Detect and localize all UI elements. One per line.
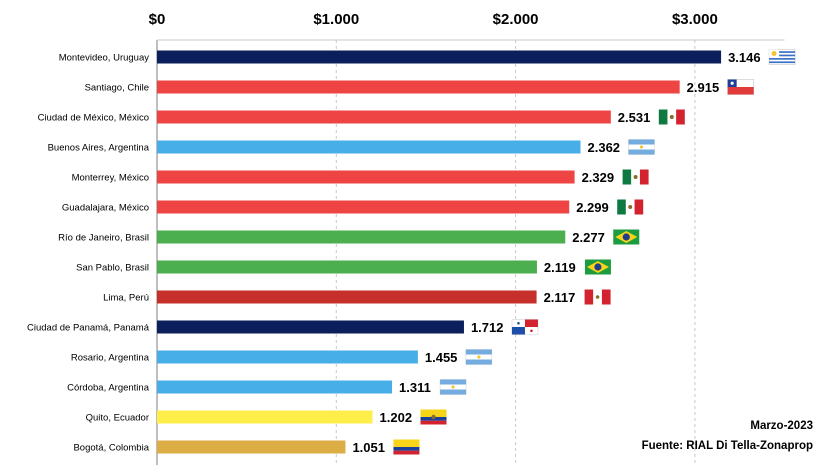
data-label: 2.531 — [618, 110, 651, 125]
data-label: 2.299 — [576, 200, 609, 215]
category-label: Buenos Aires, Argentina — [48, 143, 150, 154]
bar — [157, 380, 393, 394]
bar — [157, 80, 680, 94]
x-tick-label: $3.000 — [672, 11, 718, 28]
bar — [157, 410, 373, 424]
ecuador-flag — [420, 409, 447, 425]
bar — [157, 440, 346, 454]
category-label: Córdoba, Argentina — [67, 383, 150, 394]
data-label: 1.202 — [380, 410, 413, 425]
category-label: Ciudad de Panamá, Panamá — [27, 323, 150, 334]
category-label: Monterrey, México — [72, 173, 149, 184]
bar — [157, 50, 722, 64]
category-label: Montevideo, Uruguay — [59, 53, 150, 64]
data-label: 1.051 — [352, 440, 385, 455]
category-label: Bogotá, Colombia — [73, 443, 149, 454]
data-label: 2.119 — [544, 260, 576, 275]
category-label: Santiago, Chile — [85, 83, 149, 94]
x-tick-label: $0 — [149, 11, 166, 28]
argentina-flag — [439, 379, 467, 395]
mexico-flag — [622, 169, 649, 185]
data-label: 2.329 — [582, 170, 615, 185]
date-note: Marzo-2023 — [750, 420, 813, 432]
brazil-flag — [613, 229, 640, 245]
panama-flag — [511, 319, 539, 335]
data-label: 2.117 — [544, 290, 576, 305]
category-label: Lima, Perú — [103, 293, 149, 304]
data-label: 1.455 — [425, 350, 458, 365]
argentina-flag — [628, 139, 655, 155]
bar — [157, 290, 537, 304]
data-label: 1.311 — [399, 380, 431, 395]
uruguay-flag — [768, 49, 796, 65]
data-label: 2.915 — [687, 80, 720, 95]
category-label: Quito, Ecuador — [86, 413, 149, 424]
mexico-flag — [658, 109, 685, 125]
category-label: San Pablo, Brasil — [76, 263, 149, 274]
x-tick-label: $1.000 — [313, 11, 359, 28]
category-label: Ciudad de México, México — [38, 113, 149, 124]
category-label: Guadalajara, México — [62, 203, 149, 214]
bar — [157, 320, 464, 334]
bar — [157, 140, 581, 154]
data-label: 2.277 — [572, 230, 605, 245]
data-label: 1.712 — [471, 320, 504, 335]
colombia-flag — [393, 439, 420, 455]
bar — [157, 170, 575, 184]
bar — [157, 110, 611, 124]
peru-flag — [584, 289, 611, 305]
chile-flag — [727, 79, 754, 95]
data-label: 2.362 — [588, 140, 621, 155]
bar — [157, 200, 570, 214]
argentina-flag — [465, 349, 493, 365]
bar — [157, 230, 566, 244]
x-tick-label: $2.000 — [493, 11, 539, 28]
source-note: Fuente: RIAL Di Tella-Zonaprop — [641, 440, 813, 452]
mexico-flag — [617, 199, 644, 215]
bar — [157, 350, 418, 364]
bar — [157, 260, 537, 274]
data-label: 3.146 — [728, 50, 761, 65]
brazil-flag — [584, 259, 611, 275]
category-label: Rosario, Argentina — [71, 353, 150, 364]
category-label: Río de Janeiro, Brasil — [58, 233, 149, 244]
